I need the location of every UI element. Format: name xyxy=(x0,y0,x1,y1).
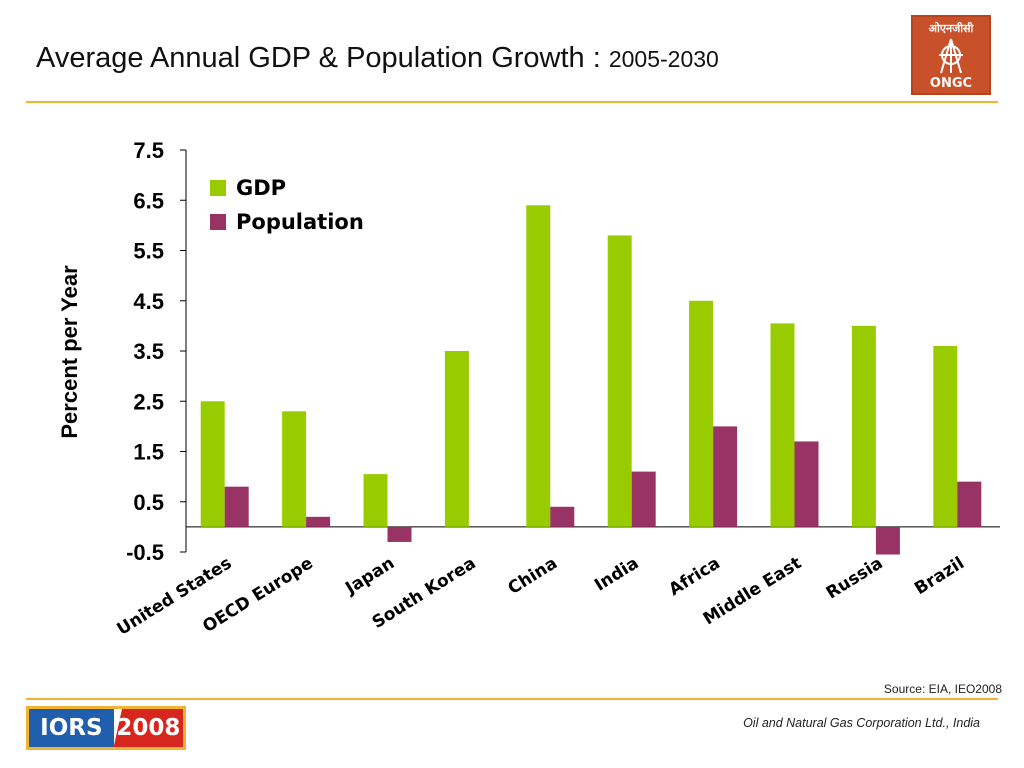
y-tick-label: 2.5 xyxy=(133,389,164,414)
footer-divider xyxy=(26,698,998,700)
legend-swatch-gdp xyxy=(210,180,226,196)
header-divider xyxy=(26,101,998,103)
y-axis-label: Percent per Year xyxy=(57,265,82,439)
x-tick-label: Africa xyxy=(665,553,723,600)
x-tick-label: Brazil xyxy=(911,553,968,599)
x-tick-label: India xyxy=(591,553,642,595)
bar-population-middle-east xyxy=(794,441,819,527)
bar-population-united-states xyxy=(224,486,249,527)
x-tick-label: China xyxy=(505,553,561,599)
bar-population-russia xyxy=(875,526,900,555)
bar-gdp-middle-east xyxy=(770,323,795,527)
bar-population-japan xyxy=(387,526,412,542)
bar-gdp-africa xyxy=(689,300,714,527)
bar-gdp-china xyxy=(526,205,551,527)
legend-label-population: Population xyxy=(236,210,364,234)
bar-gdp-russia xyxy=(851,325,876,527)
y-tick-label: 0.5 xyxy=(133,490,164,515)
chart-bars xyxy=(200,205,982,555)
x-tick-label: Russia xyxy=(823,553,887,603)
ongc-logo-abbrev: ONGC xyxy=(930,76,972,91)
iors-logo-left: IORS xyxy=(29,709,114,747)
legend-label-gdp: GDP xyxy=(236,176,286,200)
y-tick-label: 4.5 xyxy=(133,289,164,314)
bar-gdp-united-states xyxy=(200,401,225,527)
title-years: 2005-2030 xyxy=(608,46,719,72)
legend-swatch-population xyxy=(210,214,226,230)
y-tick-label: 3.5 xyxy=(133,339,164,364)
bar-gdp-south-korea xyxy=(444,351,469,527)
source-note: Source: EIA, IEO2008 xyxy=(883,682,1002,696)
bar-gdp-oecd-europe xyxy=(282,411,307,527)
bar-population-india xyxy=(631,471,656,527)
iors-logo: IORS 2008 xyxy=(26,706,186,750)
y-tick-labels: 7.5 6.5 5.5 4.5 3.5 2.5 1.5 0.5 -0.5 xyxy=(126,138,164,565)
ongc-logo: ओएनजीसी ONGC xyxy=(911,15,991,95)
bar-gdp-india xyxy=(607,235,632,527)
bar-population-brazil xyxy=(957,481,982,527)
iors-logo-right: 2008 xyxy=(113,709,183,747)
title-main: Average Annual GDP & Population Growth : xyxy=(36,42,601,74)
y-tick-label: 6.5 xyxy=(133,188,164,213)
bar-population-china xyxy=(550,506,575,527)
ongc-logo-graphic: ओएनजीसी ONGC xyxy=(929,21,975,91)
ongc-logo-hindi: ओएनजीसी xyxy=(929,21,975,35)
y-tick-label: 5.5 xyxy=(133,239,164,264)
bar-population-oecd-europe xyxy=(306,516,331,527)
chart-legend: GDP Population xyxy=(210,176,364,234)
y-tick-label: 7.5 xyxy=(133,138,164,163)
bar-gdp-brazil xyxy=(933,345,958,527)
footer-organization: Oil and Natural Gas Corporation Ltd., In… xyxy=(743,716,980,730)
x-tick-label: Japan xyxy=(341,553,398,599)
bar-population-africa xyxy=(713,426,738,527)
bar-gdp-japan xyxy=(363,474,388,527)
page-title: Average Annual GDP & Population Growth :… xyxy=(36,42,719,75)
y-tick-label: 1.5 xyxy=(133,440,164,465)
y-tick-label: -0.5 xyxy=(126,540,164,565)
